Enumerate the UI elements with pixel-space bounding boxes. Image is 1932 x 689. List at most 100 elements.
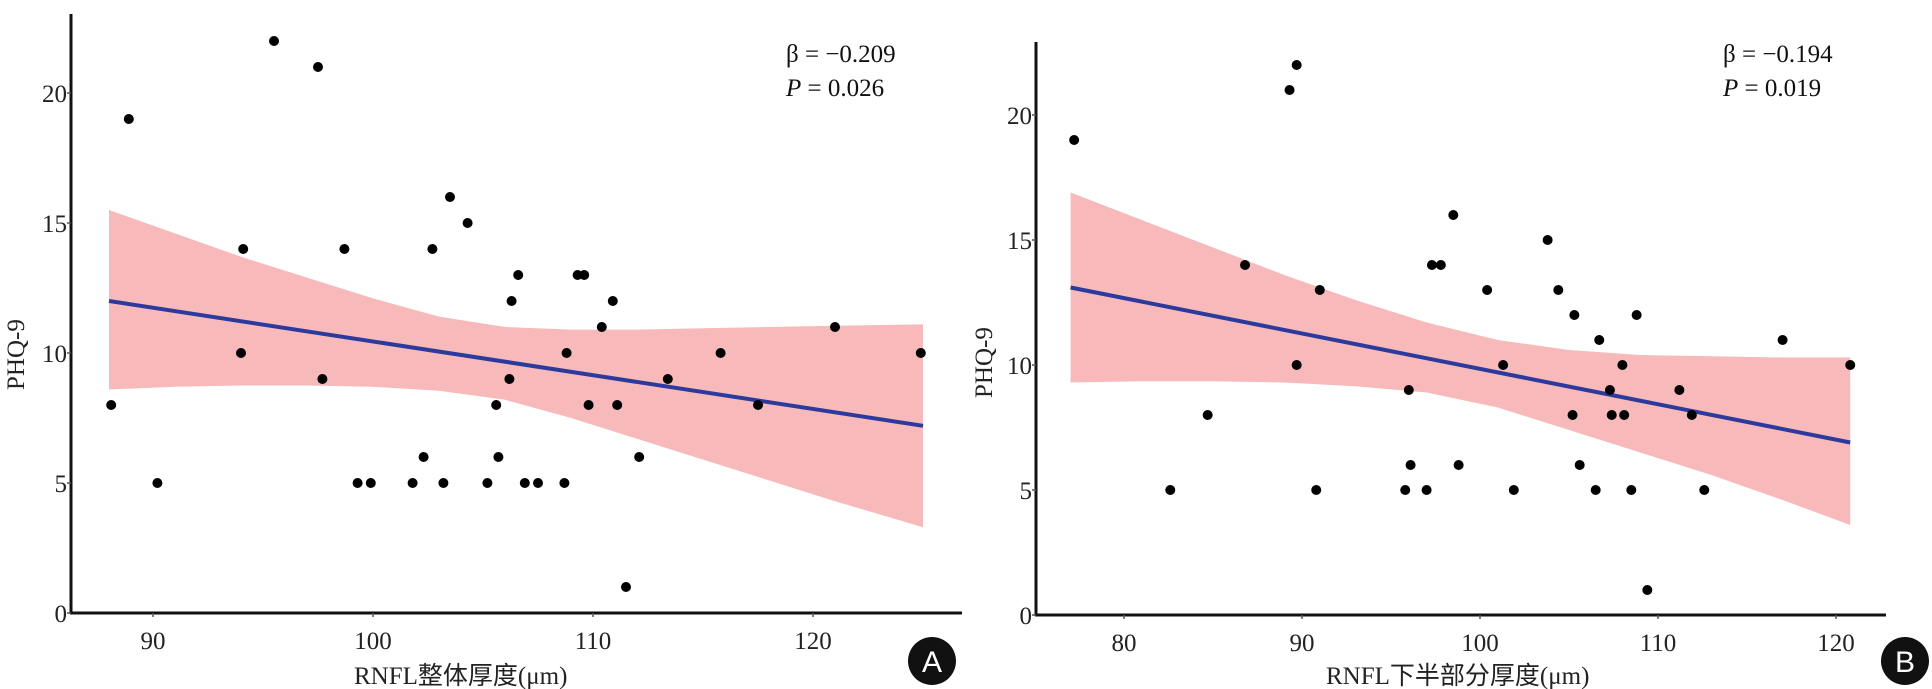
data-point bbox=[1421, 485, 1432, 495]
data-point bbox=[1448, 210, 1459, 220]
data-point bbox=[1284, 85, 1295, 95]
data-point bbox=[269, 36, 279, 46]
p-label: P bbox=[785, 75, 801, 102]
x-axis-title: RNFL整体厚度(μm) bbox=[354, 662, 567, 689]
data-point bbox=[238, 244, 249, 254]
data-point bbox=[1567, 410, 1578, 420]
x-tick-label: 110 bbox=[1640, 630, 1677, 657]
y-tick-label: 15 bbox=[1007, 228, 1032, 255]
data-point bbox=[1845, 360, 1856, 370]
data-point bbox=[317, 374, 328, 384]
panel-label: A bbox=[922, 646, 942, 679]
panel-b: 80 90 100 110 120 0 5 10 15 20 β = −0.194 P = 0.0… bbox=[971, 41, 1929, 689]
data-point bbox=[1291, 360, 1302, 370]
data-point bbox=[313, 62, 323, 72]
confidence-band bbox=[109, 210, 923, 528]
data-point bbox=[1699, 485, 1710, 495]
y-axis-title: PHQ-9 bbox=[3, 319, 30, 390]
data-point bbox=[533, 478, 543, 488]
data-point bbox=[715, 348, 726, 358]
y-axis-title: PHQ-9 bbox=[971, 327, 998, 398]
data-point bbox=[1311, 485, 1322, 495]
data-point bbox=[1069, 135, 1080, 145]
data-point bbox=[513, 270, 524, 280]
data-point bbox=[1553, 285, 1564, 295]
y-tick-label: 10 bbox=[42, 341, 67, 368]
data-point bbox=[830, 322, 840, 332]
y-tick-label: 15 bbox=[42, 211, 67, 238]
x-tick-label: 80 bbox=[1112, 630, 1137, 657]
data-point bbox=[504, 374, 515, 384]
data-point bbox=[1590, 485, 1601, 495]
data-point bbox=[1508, 485, 1519, 495]
data-point bbox=[438, 478, 449, 488]
data-point bbox=[1617, 360, 1628, 370]
badge-circle bbox=[1881, 637, 1929, 685]
regression-line bbox=[1070, 285, 1851, 445]
data-point bbox=[1498, 360, 1509, 370]
data-point bbox=[1165, 485, 1176, 495]
data-point bbox=[1594, 335, 1605, 345]
y-tick-label: 5 bbox=[1020, 478, 1033, 505]
data-point bbox=[1686, 410, 1697, 420]
data-point bbox=[462, 218, 473, 228]
data-point bbox=[1403, 385, 1414, 395]
x-tick-label: 120 bbox=[794, 628, 832, 655]
panel-badge-a: A bbox=[908, 637, 956, 685]
y-tick-label: 0 bbox=[1020, 603, 1033, 630]
data-point bbox=[352, 478, 363, 488]
data-point bbox=[106, 400, 117, 410]
y-tick-label: 20 bbox=[1007, 103, 1032, 130]
data-point bbox=[1240, 260, 1251, 270]
data-point bbox=[1482, 285, 1493, 295]
x-tick-label: 100 bbox=[354, 628, 392, 655]
data-point bbox=[1619, 410, 1630, 420]
data-point bbox=[427, 244, 438, 254]
data-point bbox=[1642, 585, 1653, 595]
data-point bbox=[612, 400, 623, 410]
x-tick-label: 110 bbox=[575, 628, 612, 655]
panel-a: 90 100 110 120 0 5 10 15 20 β = −0.209 P = 0.026… bbox=[3, 14, 962, 689]
data-point bbox=[1626, 485, 1637, 495]
data-point bbox=[1453, 460, 1464, 470]
data-point bbox=[418, 452, 429, 462]
data-point bbox=[123, 114, 134, 124]
data-point bbox=[915, 348, 926, 358]
data-point bbox=[339, 244, 350, 254]
data-point bbox=[1202, 410, 1213, 420]
data-point bbox=[621, 582, 631, 592]
data-point bbox=[1569, 310, 1580, 320]
p-label: P bbox=[1722, 75, 1738, 102]
confidence-band bbox=[1070, 192, 1851, 525]
data-point bbox=[753, 400, 763, 410]
beta-annotation: β = −0.209 bbox=[786, 41, 896, 68]
data-point bbox=[491, 400, 502, 410]
data-point bbox=[493, 452, 504, 462]
panel-label: B bbox=[1895, 646, 1915, 679]
data-point bbox=[596, 322, 607, 332]
data-point bbox=[1631, 310, 1642, 320]
data-point bbox=[1435, 260, 1446, 270]
data-point bbox=[482, 478, 493, 488]
data-point bbox=[1606, 410, 1617, 420]
data-point bbox=[445, 192, 455, 202]
data-point bbox=[1542, 235, 1553, 245]
x-tick-label: 120 bbox=[1817, 630, 1855, 657]
data-point bbox=[1314, 285, 1325, 295]
badge-circle bbox=[908, 637, 956, 685]
x-axis-title: RNFL下半部分厚度(μm) bbox=[1326, 662, 1589, 689]
data-point bbox=[152, 478, 163, 488]
x-tick-label: 90 bbox=[141, 628, 166, 655]
panel-badge-b: B bbox=[1881, 637, 1929, 685]
data-point bbox=[1777, 335, 1788, 345]
data-point bbox=[365, 478, 376, 488]
regression-line bbox=[108, 299, 924, 428]
data-point bbox=[1405, 460, 1416, 470]
p-value: = 0.019 bbox=[1738, 75, 1821, 102]
data-point bbox=[662, 374, 673, 384]
data-point bbox=[1400, 485, 1411, 495]
data-point bbox=[236, 348, 246, 358]
p-annotation: P = 0.019 bbox=[1722, 75, 1821, 102]
data-point bbox=[519, 478, 530, 488]
